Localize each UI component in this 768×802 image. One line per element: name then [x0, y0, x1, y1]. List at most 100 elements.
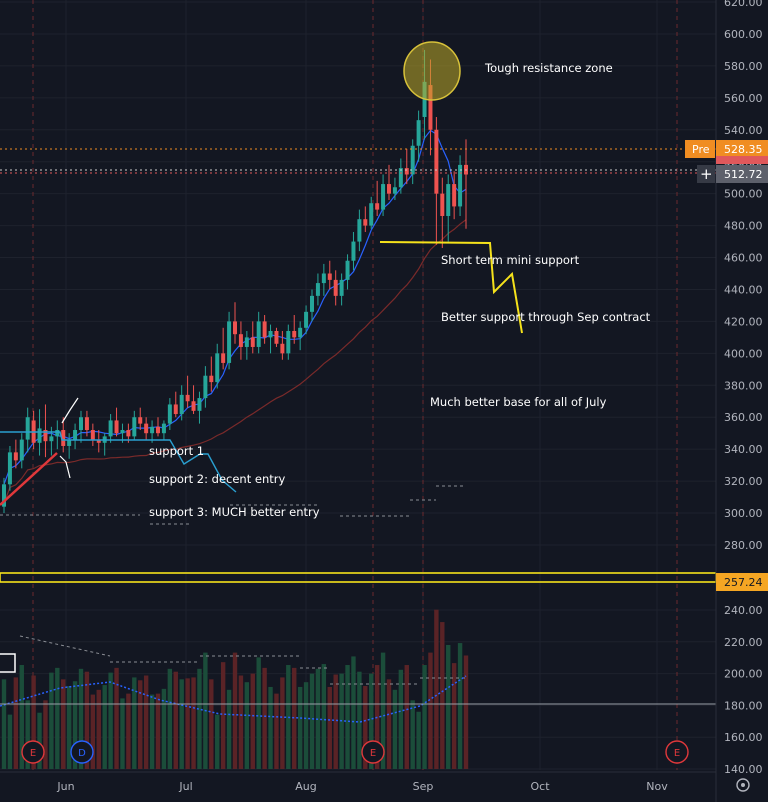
candle-body — [2, 484, 6, 507]
candle-body — [126, 430, 131, 437]
candle-body — [339, 279, 344, 296]
candle-body — [416, 120, 421, 146]
volume-bar — [297, 686, 303, 769]
price-tick-label: 560.00 — [724, 92, 763, 105]
volume-bar — [333, 674, 338, 769]
volume-bar — [232, 652, 238, 769]
price-tick-label: 480.00 — [724, 220, 763, 233]
volume-bar — [149, 694, 155, 769]
volume-bar — [434, 609, 439, 769]
candle-body — [280, 343, 285, 354]
volume-bar — [351, 656, 356, 769]
candle-body — [191, 401, 196, 411]
candle-body — [161, 423, 166, 434]
price-tick-label: 320.00 — [724, 475, 763, 488]
volume-bar — [138, 680, 143, 769]
candle-body — [43, 430, 48, 442]
candle-body — [138, 417, 143, 424]
candle-body — [333, 279, 338, 296]
white-mark-1 — [61, 397, 79, 424]
volume-bar — [392, 689, 398, 769]
volume-bar — [90, 694, 96, 769]
event-marker-label: D — [78, 748, 86, 759]
volume-bar — [191, 677, 196, 769]
candle-body — [19, 439, 24, 461]
volume-bar — [72, 681, 78, 769]
time-axis[interactable]: Jun Jul Aug Sep Oct Nov — [0, 771, 716, 793]
price-axis[interactable]: 620.00600.00580.00560.00540.00520.00500.… — [715, 0, 768, 802]
volume-bar — [238, 675, 244, 769]
candle-body — [327, 273, 332, 280]
candle-body — [286, 330, 291, 354]
short-term-support-label: Short term mini support — [441, 253, 580, 267]
candle-body — [79, 417, 83, 431]
volume-bar — [155, 693, 161, 769]
white-box — [0, 653, 16, 673]
candle-body — [321, 273, 326, 284]
candle-body — [215, 353, 220, 383]
volume-bar — [463, 655, 469, 769]
volume-bar — [215, 714, 220, 769]
volume-bar — [61, 679, 66, 769]
volume-bar — [244, 682, 250, 769]
volume-tick-label: 180.00 — [724, 699, 763, 712]
price-tick-label: 500.00 — [724, 188, 763, 201]
volume-bar — [43, 700, 48, 769]
volume-bar — [451, 663, 457, 769]
volume-bar — [49, 672, 54, 769]
price-tick-label: 620.00 — [724, 0, 763, 9]
volume-bar — [102, 685, 107, 769]
volume-bar — [197, 668, 202, 769]
candle-body — [238, 334, 243, 347]
candle-body — [440, 193, 445, 217]
crosshair-plus-icon[interactable]: + — [700, 165, 713, 183]
candle-body — [55, 430, 60, 437]
volume-bar — [161, 688, 167, 769]
event-marker-earnings — [21, 740, 45, 764]
candle-body — [369, 203, 374, 226]
candle-body — [67, 439, 72, 446]
candle-body — [292, 330, 297, 338]
time-tick-label: Jul — [178, 780, 192, 793]
volume-bar — [422, 665, 427, 769]
candle-body — [250, 337, 255, 347]
volume-bar — [13, 677, 19, 769]
settings-gear-icon[interactable] — [736, 778, 750, 792]
candle-body — [351, 241, 356, 261]
candle-body — [446, 184, 451, 217]
volume-bar — [303, 682, 309, 769]
volume-bar — [292, 667, 297, 769]
volume-bar — [250, 673, 255, 769]
price-tick-label: 400.00 — [724, 347, 763, 360]
volume-dashed-level — [19, 635, 111, 657]
pre-badge-label: Pre — [692, 143, 710, 156]
volume-bar — [143, 675, 149, 769]
candle-body — [398, 168, 403, 188]
price-tick-label: 460.00 — [724, 252, 763, 265]
candle-body — [434, 129, 439, 194]
volume-bar — [1, 679, 7, 769]
volume-bar — [256, 657, 261, 769]
time-tick-label: Nov — [646, 780, 668, 793]
price-tick-label: 360.00 — [724, 411, 763, 424]
volume-bar — [309, 673, 315, 769]
price-axis-bg — [716, 0, 768, 802]
volume-bar — [173, 671, 178, 769]
price-tick-label: 280.00 — [724, 539, 763, 552]
volume-bar — [268, 686, 273, 769]
sep-support-label: Better support through Sep contract — [441, 310, 651, 324]
volume-tick-label: 160.00 — [724, 731, 763, 744]
last-price-value: 512.72 — [724, 168, 763, 181]
candle-body — [7, 452, 12, 485]
volume-bar — [416, 711, 421, 769]
volume-bar — [428, 652, 433, 769]
volume-bar — [108, 672, 113, 769]
candle-body — [203, 375, 208, 399]
candle-body — [315, 283, 320, 296]
support-step-line — [0, 431, 237, 493]
volume-bar — [209, 679, 214, 769]
candle-body — [25, 417, 30, 440]
candle-body — [144, 423, 149, 434]
candle-body — [120, 430, 125, 434]
